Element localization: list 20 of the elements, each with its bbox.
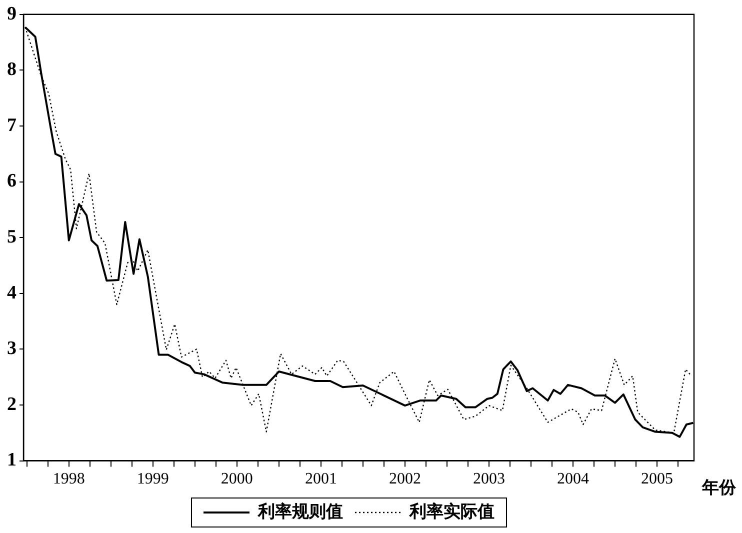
y-tick-label: 4 [7,282,17,304]
y-tick-label: 3 [7,338,16,360]
legend-label: 利率规则值 [257,502,343,521]
y-tick-label: 1 [7,450,16,471]
y-tick-label: 9 [7,3,16,24]
y-tick-label: 5 [7,226,16,248]
y-tick-label: 8 [7,59,16,80]
x-tick-label: 1998 [52,470,85,488]
x-tick-label: 2001 [304,470,337,488]
x-axis-title: 年份 [701,478,737,498]
x-tick-label: 2003 [472,470,505,488]
x-tick-label: 1999 [136,470,169,488]
x-tick-label: 2000 [220,470,253,488]
legend-label: 利率实际值 [408,502,494,521]
x-tick-label: 2002 [388,470,421,488]
x-tick-label: 2005 [641,470,674,488]
x-tick-label: 2004 [557,470,590,488]
y-tick-label: 6 [7,170,16,192]
y-tick-label: 7 [7,114,17,136]
y-tick-label: 2 [7,394,16,415]
